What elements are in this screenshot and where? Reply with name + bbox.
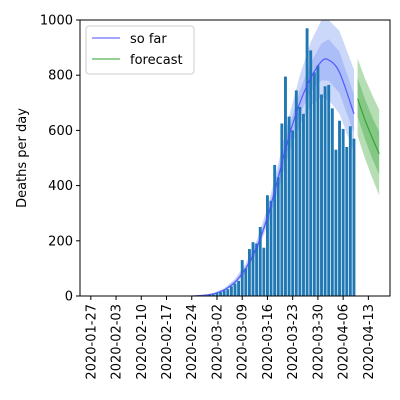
- bar-32: [323, 86, 327, 297]
- bar-28: [309, 50, 313, 296]
- bar-14: [258, 227, 262, 296]
- bar-24: [294, 90, 298, 296]
- bar-37: [341, 129, 345, 296]
- bar-2: [215, 292, 219, 296]
- bar-30: [316, 65, 320, 296]
- bar-9: [240, 260, 244, 296]
- bar-10: [244, 268, 248, 296]
- bars: [208, 28, 356, 297]
- bar-1: [211, 294, 215, 296]
- y-tick-label-0: 0: [65, 290, 73, 305]
- bar-23: [291, 130, 295, 296]
- legend: so far forecast: [85, 25, 195, 75]
- x-tick-label-5: 2020-03-02: [210, 304, 225, 380]
- bar-13: [255, 243, 259, 296]
- plot-frame: [79, 19, 391, 297]
- y-tick-label-3: 600: [48, 124, 73, 139]
- bar-3: [219, 292, 223, 296]
- bar-8: [237, 280, 241, 296]
- legend-label-forecast: forecast: [130, 53, 183, 68]
- x-tick-label-8: 2020-03-23: [286, 304, 301, 380]
- x-ticks: 2020-01-27 2020-02-03 2020-02-10 2020-02-17…: [84, 296, 377, 380]
- legend-label-so-far: so far: [130, 32, 167, 47]
- bar-22: [287, 116, 291, 296]
- y-axis-label: Deaths per day: [15, 108, 30, 208]
- bar-0: [208, 294, 212, 296]
- x-tick-label-7: 2020-03-16: [261, 304, 276, 380]
- y-tick-label-4: 800: [48, 69, 73, 84]
- axes: [79, 19, 391, 297]
- bar-26: [302, 113, 305, 296]
- x-tick-label-2: 2020-02-10: [135, 304, 150, 380]
- x-tick-label-6: 2020-03-09: [236, 304, 251, 380]
- x-tick-label-10: 2020-04-06: [337, 304, 352, 380]
- bar-40: [352, 138, 356, 296]
- bar-20: [280, 123, 284, 296]
- bar-16: [266, 195, 269, 296]
- x-tick-label-3: 2020-02-17: [160, 304, 175, 380]
- bar-29: [312, 72, 316, 296]
- bar-34: [330, 108, 334, 296]
- bar-35: [334, 149, 338, 296]
- x-tick-label-0: 2020-01-27: [84, 304, 99, 380]
- series-line-0: [191, 58, 355, 297]
- bar-19: [276, 177, 280, 296]
- bar-27: [305, 28, 309, 297]
- bar-38: [345, 146, 349, 296]
- band-inner-0: [191, 39, 354, 297]
- y-ticks: 0 200 400 600 800 1000: [40, 14, 80, 305]
- bar-33: [327, 84, 331, 296]
- series-lines: [191, 58, 380, 297]
- bar-7: [233, 283, 237, 296]
- bar-31: [320, 94, 323, 297]
- x-tick-label-1: 2020-02-03: [110, 304, 125, 380]
- x-tick-label-11: 2020-04-13: [362, 304, 377, 380]
- bar-21: [284, 76, 287, 296]
- bar-5: [226, 289, 230, 296]
- x-tick-label-9: 2020-03-30: [311, 304, 326, 380]
- bar-15: [262, 247, 266, 296]
- bar-36: [338, 120, 341, 297]
- bar-4: [222, 290, 226, 296]
- bar-25: [298, 106, 302, 296]
- y-tick-label-2: 400: [48, 179, 73, 194]
- bar-18: [273, 164, 277, 296]
- x-tick-label-4: 2020-02-24: [185, 304, 200, 380]
- bar-17: [269, 200, 273, 296]
- y-tick-label-5: 1000: [40, 14, 73, 29]
- bar-12: [251, 242, 255, 296]
- bar-11: [247, 249, 251, 296]
- band-outer-1: [357, 58, 380, 196]
- band-inner-1: [357, 78, 380, 175]
- bar-6: [229, 286, 233, 296]
- y-tick-label-1: 200: [48, 234, 73, 249]
- series-line-1: [357, 98, 380, 155]
- bar-39: [348, 126, 352, 296]
